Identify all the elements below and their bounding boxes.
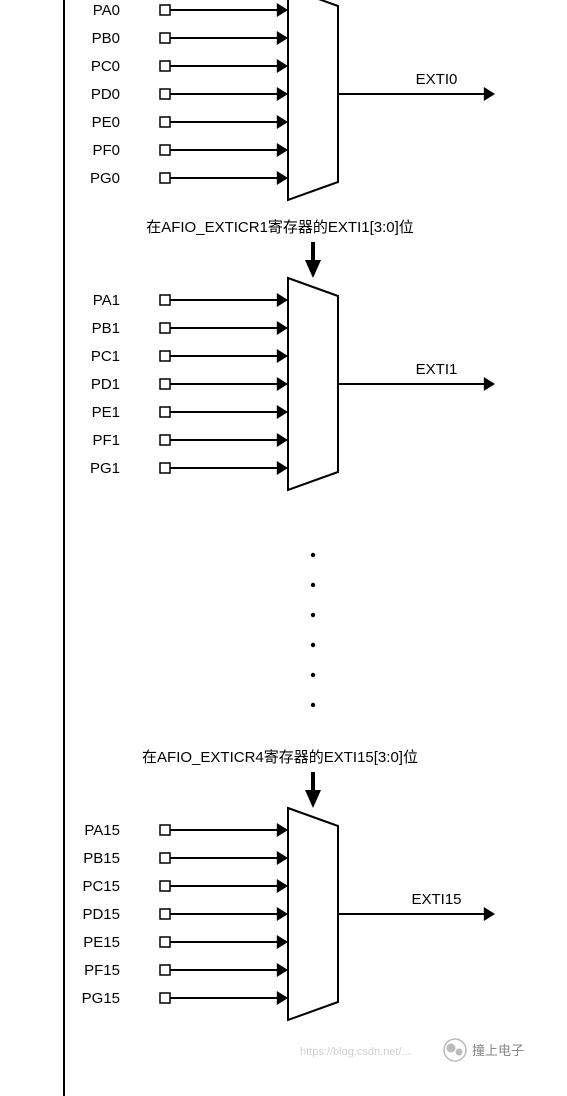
- pin-label: PF1: [92, 432, 120, 449]
- exti-mux-diagram: PA0 PB0 PC0 PD0 PE0 PF0 PG0 EXTI0 在AFIO_EXTICR1寄…: [0, 0, 567, 1096]
- pin-label: PB15: [83, 850, 120, 867]
- mux-shape: [288, 0, 338, 200]
- pin-box: [160, 145, 170, 155]
- mux-block: 在AFIO_EXTICR4寄存器的EXTI15[3:0]位 PA15 PB15 PC1…: [82, 748, 495, 1020]
- pin-box: [160, 323, 170, 333]
- mux-block: 在AFIO_EXTICR1寄存器的EXTI1[3:0]位 PA1 PB1 PC1 PD1…: [90, 218, 495, 490]
- output-label: EXTI1: [416, 361, 458, 378]
- pin-box: [160, 351, 170, 361]
- pin-box: [160, 33, 170, 43]
- pin-box: [160, 407, 170, 417]
- pin-box: [160, 909, 170, 919]
- pin-label: PE15: [83, 934, 120, 951]
- block-caption: 在AFIO_EXTICR1寄存器的EXTI1[3:0]位: [146, 218, 414, 236]
- pin-label: PB0: [92, 30, 120, 47]
- pin-box: [160, 937, 170, 947]
- pin-label: PF15: [84, 962, 120, 979]
- pin-label: PB1: [92, 320, 120, 337]
- pin-label: PC0: [91, 58, 120, 75]
- pin-box: [160, 881, 170, 891]
- pin-label: PA1: [93, 292, 120, 309]
- pin-label: PG15: [82, 990, 120, 1007]
- pin-box: [160, 965, 170, 975]
- pin-label: PD15: [82, 906, 120, 923]
- pin-box: [160, 61, 170, 71]
- pin-label: PF0: [92, 142, 120, 159]
- pin-label: PD1: [91, 376, 120, 393]
- pin-box: [160, 435, 170, 445]
- pin-label: PE0: [92, 114, 120, 131]
- svg-text:https://blog.csdn.net/...: https://blog.csdn.net/...: [300, 1046, 411, 1058]
- pin-box: [160, 993, 170, 1003]
- watermark: https://blog.csdn.net/... 撞上电子: [300, 1039, 524, 1061]
- pin-box: [160, 5, 170, 15]
- output-label: EXTI15: [411, 891, 461, 908]
- pin-label: PA0: [93, 2, 120, 19]
- ellipsis-dots: [311, 553, 315, 707]
- mux-shape: [288, 278, 338, 490]
- pin-box: [160, 173, 170, 183]
- pin-box: [160, 295, 170, 305]
- pin-box: [160, 853, 170, 863]
- pin-box: [160, 463, 170, 473]
- mux-block: PA0 PB0 PC0 PD0 PE0 PF0 PG0 EXTI0: [90, 0, 495, 200]
- output-label: EXTI0: [416, 71, 458, 88]
- pin-box: [160, 825, 170, 835]
- pin-label: PE1: [92, 404, 120, 421]
- pin-box: [160, 89, 170, 99]
- pin-label: PC15: [82, 878, 120, 895]
- pin-label: PD0: [91, 86, 120, 103]
- block-caption: 在AFIO_EXTICR4寄存器的EXTI15[3:0]位: [142, 748, 418, 766]
- mux-shape: [288, 808, 338, 1020]
- pin-box: [160, 117, 170, 127]
- pin-label: PC1: [91, 348, 120, 365]
- pin-label: PG1: [90, 460, 120, 477]
- pin-box: [160, 379, 170, 389]
- pin-label: PA15: [84, 822, 120, 839]
- pin-label: PG0: [90, 170, 120, 187]
- svg-text:撞上电子: 撞上电子: [472, 1043, 524, 1058]
